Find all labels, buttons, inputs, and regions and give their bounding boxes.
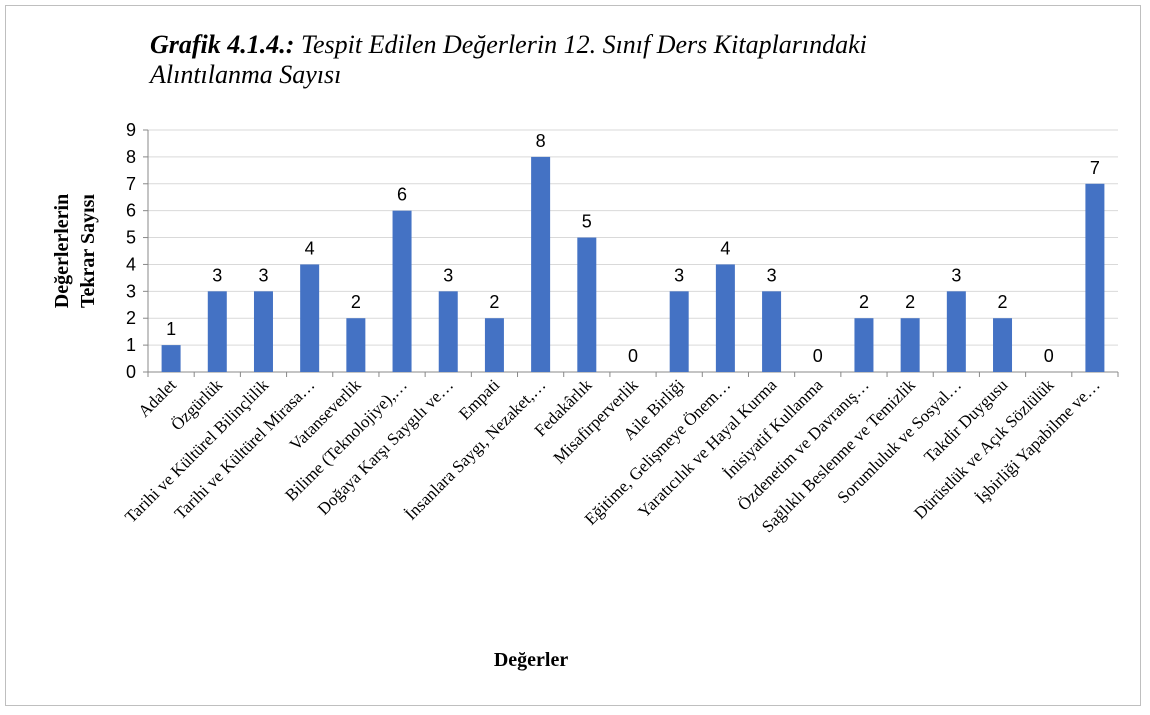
bar [438, 291, 458, 372]
y-tick-label: 8 [126, 147, 136, 167]
bar [946, 291, 966, 372]
y-tick-label: 7 [126, 174, 136, 194]
bar [1085, 183, 1105, 372]
bar [484, 318, 504, 372]
data-label: 3 [767, 265, 777, 285]
bar [161, 345, 181, 372]
data-label: 6 [397, 185, 407, 205]
y-tick-label: 9 [126, 120, 136, 140]
bar [993, 318, 1013, 372]
data-label: 3 [951, 265, 961, 285]
data-label: 8 [536, 131, 546, 151]
bar [669, 291, 689, 372]
data-label: 2 [905, 292, 915, 312]
data-label: 2 [489, 292, 499, 312]
title-number: Grafik 4.1.4.: [150, 30, 295, 59]
data-label: 3 [443, 265, 453, 285]
bar [531, 156, 551, 372]
y-tick-label: 6 [126, 201, 136, 221]
x-axis-title: Değerler [494, 649, 569, 671]
data-label: 0 [1044, 346, 1054, 366]
bar [715, 264, 735, 372]
data-label: 4 [305, 238, 315, 258]
y-tick-label: 5 [126, 228, 136, 248]
data-label: 0 [813, 346, 823, 366]
y-tick-label: 3 [126, 281, 136, 301]
data-label: 2 [998, 292, 1008, 312]
y-axis-title: Tekrar Sayısı [77, 194, 99, 308]
y-tick-label: 0 [126, 362, 136, 382]
data-label: 2 [351, 292, 361, 312]
bar [900, 318, 920, 372]
data-label: 0 [628, 346, 638, 366]
y-tick-label: 4 [126, 254, 136, 274]
data-label: 3 [212, 265, 222, 285]
bar [300, 264, 320, 372]
title-text: Tespit Edilen Değerlerin 12. Sınıf Ders … [150, 30, 867, 89]
bar [346, 318, 366, 372]
y-axis-title: Değerlerlerin [51, 194, 73, 308]
chart-title: Grafik 4.1.4.: Tespit Edilen Değerlerin … [150, 30, 870, 90]
bar [762, 291, 782, 372]
data-label: 2 [859, 292, 869, 312]
bar [253, 291, 273, 372]
data-label: 7 [1090, 158, 1100, 178]
data-label: 3 [674, 265, 684, 285]
data-label: 5 [582, 212, 592, 232]
data-label: 1 [166, 319, 176, 339]
bar [577, 237, 597, 372]
y-tick-label: 1 [126, 335, 136, 355]
bar [207, 291, 227, 372]
data-label: 4 [720, 238, 730, 258]
y-tick-label: 2 [126, 308, 136, 328]
bar [854, 318, 874, 372]
data-label: 3 [258, 265, 268, 285]
chart-frame [5, 5, 1141, 706]
bar [392, 210, 412, 372]
